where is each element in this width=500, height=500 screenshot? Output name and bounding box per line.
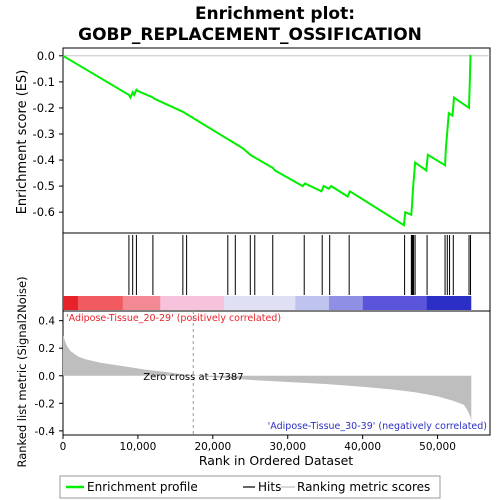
enrichment-profile-line (62, 54, 472, 227)
es-y-tick-label: 0.0 (37, 49, 55, 63)
ranking-metric-area (63, 335, 472, 423)
legend: Enrichment profile Hits Ranking metric sco… (59, 475, 441, 499)
zero-cross-label: Zero cross at 17387 (143, 372, 243, 383)
x-tick-label: 50,000 (419, 441, 456, 453)
legend-label: Ranking metric scores (297, 480, 430, 494)
es-plot-frame (62, 47, 491, 234)
es-y-tick-label: -0.3 (33, 127, 55, 141)
ranked-metric-panel: Zero cross at 17387 'Adipose-Tissue_20-29… (35, 310, 491, 453)
es-y-tick-label: -0.4 (33, 153, 55, 167)
metric-y-tick-label: 0.4 (38, 316, 55, 328)
chart-title-line-1: Enrichment plot: (195, 4, 355, 24)
ranking-colorbar-segment (362, 296, 427, 310)
es-y-tick-label: -0.2 (33, 101, 55, 115)
metric-y-tick-label: -0.2 (35, 398, 56, 410)
hits-panel (62, 232, 491, 312)
negative-correlation-label: 'Adipose-Tissue_30-39' (negatively corre… (268, 421, 487, 432)
ranking-colorbar-segment (426, 296, 472, 310)
es-y-tick-label: -0.6 (33, 205, 55, 219)
x-tick-label: 30,000 (269, 441, 306, 453)
es-y-tick-label: -0.1 (33, 75, 55, 89)
ranking-colorbar-segment (122, 296, 161, 310)
ranking-colorbar-segment (77, 296, 123, 310)
ranking-colorbar-segment (160, 296, 225, 310)
legend-label: Hits (258, 480, 281, 494)
chart-title-line-2: GOBP_REPLACEMENT_OSSIFICATION (78, 25, 422, 45)
metric-y-tick-label: 0.0 (38, 371, 55, 383)
metric-y-tick-label: 0.2 (38, 343, 55, 355)
legend-label: Enrichment profile (87, 480, 198, 494)
x-axis-label: Rank in Ordered Dataset (199, 453, 353, 468)
x-tick-label: 0 (60, 441, 67, 453)
metric-axis-label: Ranked list metric (Signal2Noise) (15, 276, 29, 467)
ranking-colorbar-segment (63, 296, 78, 310)
x-tick-label: 10,000 (120, 441, 157, 453)
positive-correlation-label: 'Adipose-Tissue_20-29' (positively corre… (66, 313, 281, 324)
es-axis-label: Enrichment score (ES) (15, 70, 30, 215)
x-tick-label: 20,000 (194, 441, 231, 453)
es-panel: 0.0 -0.1 -0.2 -0.3 -0.4 -0.5 -0.6 (33, 47, 491, 234)
x-tick-label: 40,000 (344, 441, 381, 453)
metric-y-tick-label: -0.4 (35, 426, 56, 438)
ranking-colorbar-segment (224, 296, 296, 310)
ranking-colorbar-segment (328, 296, 363, 310)
ranking-colorbar-segment (295, 296, 329, 310)
es-y-tick-label: -0.5 (33, 179, 55, 193)
